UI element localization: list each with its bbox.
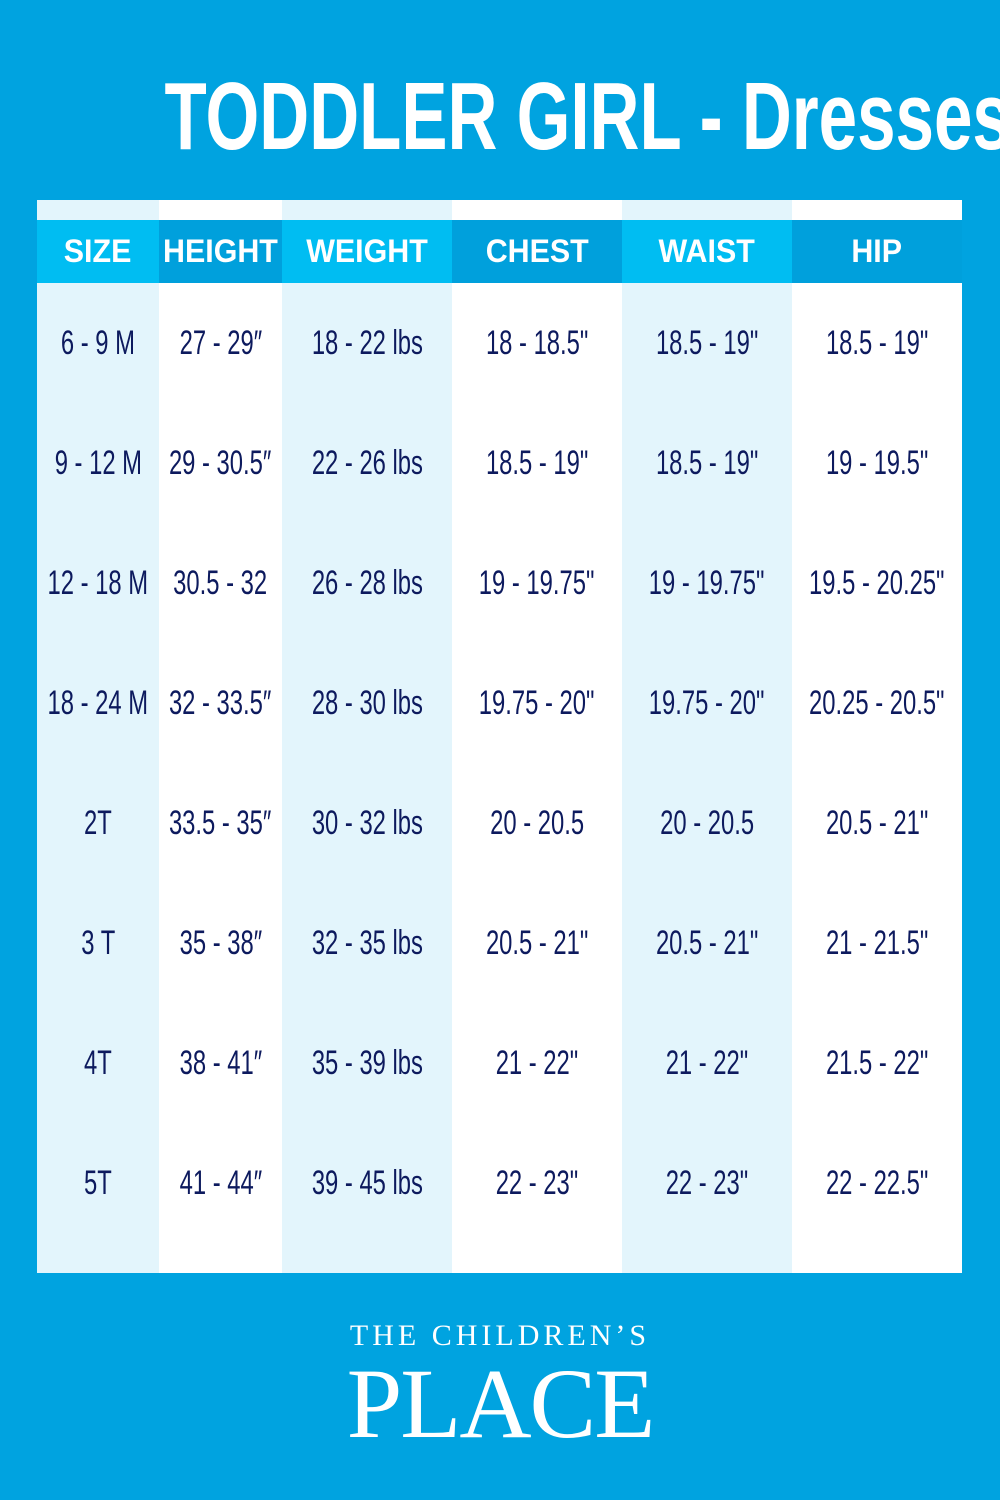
table-cell: 19.75 - 20" <box>649 683 765 722</box>
table-cell: 20 - 20.5 <box>490 803 584 842</box>
table-cell: 18.5 - 19" <box>655 443 759 482</box>
table-cell: 3 T <box>81 923 115 962</box>
header-strip <box>622 200 792 220</box>
table-cell: 21.5 - 22" <box>825 1043 929 1082</box>
logo-line-2: PLACE <box>346 1348 656 1459</box>
table-cell: 18.5 - 19" <box>825 323 929 362</box>
table-cell: 20.5 - 21" <box>825 803 929 842</box>
header-strip <box>452 200 622 220</box>
logo-line-1: THE CHILDREN’S <box>349 1319 651 1352</box>
column-header: HIP <box>792 220 962 283</box>
table-cell: 21 - 21.5" <box>825 923 929 962</box>
table-cell: 20 - 20.5 <box>660 803 754 842</box>
column-header: SIZE <box>37 220 159 283</box>
table-cell: 27 - 29″ <box>179 323 262 362</box>
column-hip: HIP 18.5 - 19" 19 - 19.5" 19.5 - 20.25" 20.2… <box>792 200 962 1273</box>
column-size: SIZE 6 - 9 M 9 - 12 M 12 - 18 M 18 - 24 M 2T 3… <box>37 200 159 1273</box>
table-cell: 18.5 - 19" <box>655 323 759 362</box>
table-cell: 4T <box>84 1043 112 1082</box>
header-strip <box>792 200 962 220</box>
table-cell: 35 - 38″ <box>179 923 262 962</box>
table-cell: 41 - 44″ <box>179 1163 262 1202</box>
table-cell: 18 - 18.5" <box>485 323 589 362</box>
table-cell: 18 - 22 lbs <box>311 323 423 362</box>
table-cell: 33.5 - 35″ <box>169 803 272 842</box>
column-header: WEIGHT <box>282 220 452 283</box>
table-cell: 21 - 22" <box>665 1043 749 1082</box>
table-cell: 19 - 19.75" <box>479 563 595 602</box>
table-cell: 20.25 - 20.5" <box>809 683 945 722</box>
column-waist: WAIST 18.5 - 19" 18.5 - 19" 19 - 19.75" 19.7… <box>622 200 792 1273</box>
table-cell: 18.5 - 19" <box>485 443 589 482</box>
table-cell: 19 - 19.75" <box>649 563 765 602</box>
table-cell: 5T <box>84 1163 112 1202</box>
table-cell: 19 - 19.5" <box>825 443 929 482</box>
column-header: HEIGHT <box>159 220 282 283</box>
table-cell: 30.5 - 32 <box>173 563 268 602</box>
column-weight: WEIGHT 18 - 22 lbs 22 - 26 lbs 26 - 28 lbs 2… <box>282 200 452 1273</box>
table-cell: 20.5 - 21" <box>485 923 589 962</box>
column-header: WAIST <box>622 220 792 283</box>
table-cell: 19.5 - 20.25" <box>809 563 945 602</box>
table-cell: 26 - 28 lbs <box>311 563 423 602</box>
table-cell: 21 - 22" <box>495 1043 579 1082</box>
table-cell: 2T <box>84 803 112 842</box>
table-cell: 28 - 30 lbs <box>311 683 423 722</box>
table-cell: 18 - 24 M <box>47 683 149 722</box>
header-strip <box>159 200 282 220</box>
table-cell: 12 - 18 M <box>47 563 149 602</box>
header-strip <box>282 200 452 220</box>
size-chart-table: SIZE 6 - 9 M 9 - 12 M 12 - 18 M 18 - 24 M 2T 3… <box>37 200 962 1273</box>
column-chest: CHEST 18 - 18.5" 18.5 - 19" 19 - 19.75" 19.7… <box>452 200 622 1273</box>
column-height: HEIGHT 27 - 29″ 29 - 30.5″ 30.5 - 32 32 - 33… <box>159 200 282 1273</box>
table-cell: 39 - 45 lbs <box>311 1163 423 1202</box>
table-cell: 19.75 - 20" <box>479 683 595 722</box>
table-cell: 20.5 - 21" <box>655 923 759 962</box>
table-cell: 29 - 30.5″ <box>169 443 272 482</box>
brand-logo: THE CHILDREN’S PLACE <box>0 1318 1000 1454</box>
table-cell: 22 - 26 lbs <box>311 443 423 482</box>
table-cell: 35 - 39 lbs <box>311 1043 423 1082</box>
header-strip <box>37 200 159 220</box>
table-cell: 6 - 9 M <box>60 323 136 362</box>
table-cell: 22 - 23" <box>665 1163 749 1202</box>
table-cell: 22 - 22.5" <box>825 1163 929 1202</box>
column-header: CHEST <box>452 220 622 283</box>
table-cell: 22 - 23" <box>495 1163 579 1202</box>
table-cell: 38 - 41″ <box>179 1043 262 1082</box>
table-cell: 32 - 33.5″ <box>169 683 272 722</box>
table-cell: 32 - 35 lbs <box>311 923 423 962</box>
page-title: TODDLER GIRL - Dresses <box>164 63 1000 170</box>
table-cell: 9 - 12 M <box>54 443 142 482</box>
table-cell: 30 - 32 lbs <box>311 803 423 842</box>
